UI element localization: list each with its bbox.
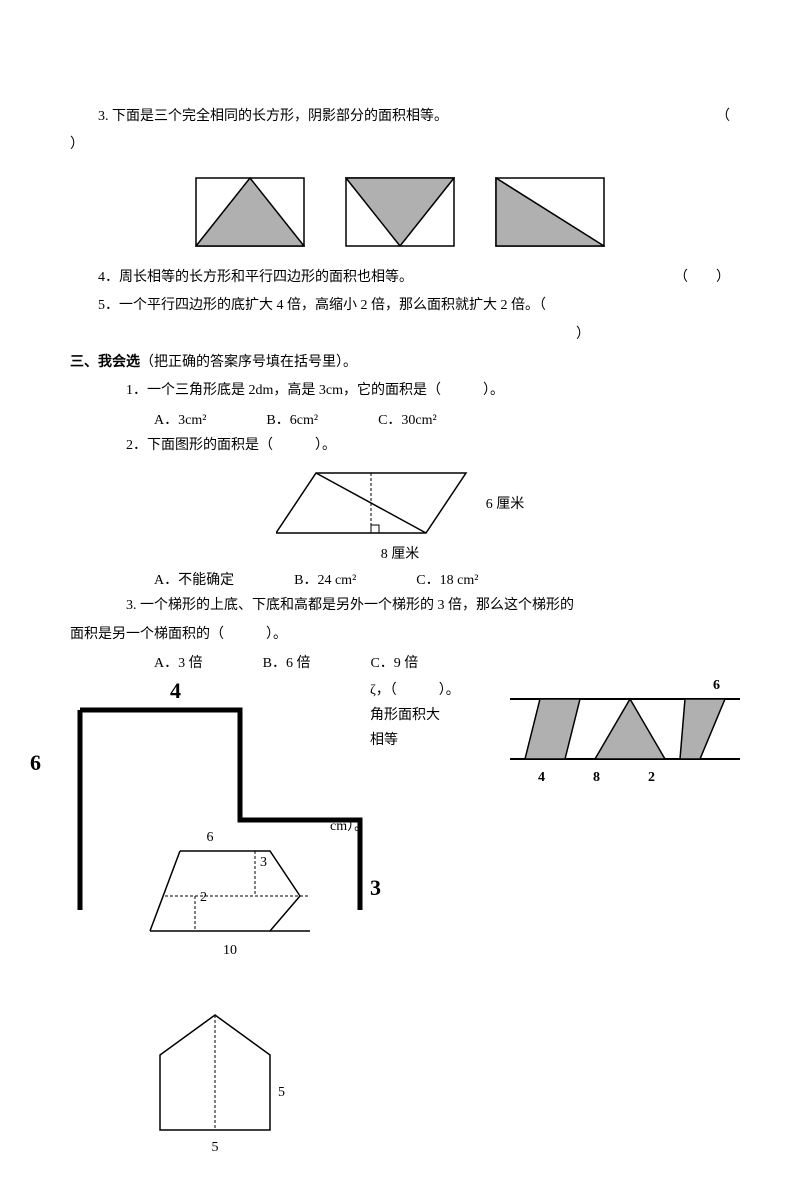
rect-fig-1	[195, 177, 305, 247]
s3q2-B: B．24 cm²	[294, 569, 356, 589]
label-8cm: 8 厘米	[381, 547, 420, 562]
s3q3-A: A．3 倍	[154, 652, 203, 672]
three-shapes-figure	[510, 694, 740, 764]
trap-2: 2	[200, 890, 207, 905]
s3q1-B: B．6cm²	[266, 409, 318, 429]
s3q1-text: 1．一个三角形底是 2dm，高是 3cm，它的面积是（ ）。	[126, 383, 504, 398]
paren-open: （	[688, 106, 730, 128]
rect-fig-3	[495, 177, 605, 247]
section3-rest: （把正确的答案序号填在括号里）。	[140, 355, 357, 370]
trap-6: 6	[207, 830, 214, 845]
paren-close: ）	[70, 137, 84, 152]
s3q2-A: A．不能确定	[154, 569, 234, 589]
s3q5-unit: cm）。	[330, 815, 368, 835]
house-r5: 5	[278, 1085, 285, 1100]
q-5-text: 5．一个平行四边形的底扩大 4 倍，高缩小 2 倍，那么面积就扩大 2 倍。（	[98, 298, 546, 313]
s3q1-C: C．30cm²	[378, 409, 437, 429]
section3-title: 三、我会选	[70, 355, 140, 370]
s3q4-frag3: 相等	[370, 728, 490, 753]
s3q4-frag1: ζ，（ ）。	[370, 678, 490, 703]
house-figure	[150, 1010, 280, 1140]
q-3-text: 3. 下面是三个完全相同的长方形，阴影部分的面积相等。	[98, 109, 448, 124]
house-b5: 5	[212, 1140, 219, 1155]
q5-paren-close: ）	[576, 327, 590, 342]
rect-fig-2	[345, 177, 455, 247]
s3q1-A: A．3cm²	[154, 409, 206, 429]
s3q3-B: B．6 倍	[263, 652, 311, 672]
trap-3: 3	[260, 855, 267, 870]
s3q3-C: C．9 倍	[370, 652, 418, 672]
lshape-label-6: 6	[30, 750, 41, 776]
parallelogram-figure	[276, 463, 476, 543]
three-rect-figures	[70, 177, 730, 247]
q-4-text: 4．周长相等的长方形和平行四边形的面积也相等。	[98, 270, 413, 285]
trap-10: 10	[223, 943, 237, 958]
s3q3-text-a: 3. 一个梯形的上底、下底和高都是另外一个梯形的 3 倍，那么这个梯形的	[126, 598, 574, 613]
s3q2-text: 2．下面图形的面积是（ ）。	[126, 438, 336, 453]
lshape-label-3: 3	[370, 875, 381, 901]
q4-top6: 6	[713, 678, 720, 693]
label-6cm: 6 厘米	[486, 493, 525, 513]
s3q2-C: C．18 cm²	[416, 569, 478, 589]
s3q4-frag2: 角形面积大	[370, 703, 490, 728]
q4-paren: （ ）	[646, 267, 730, 289]
trapezoid-figure	[140, 846, 320, 941]
s3q3-text-b: 面积是另一个梯面积的（ ）。	[70, 627, 287, 642]
